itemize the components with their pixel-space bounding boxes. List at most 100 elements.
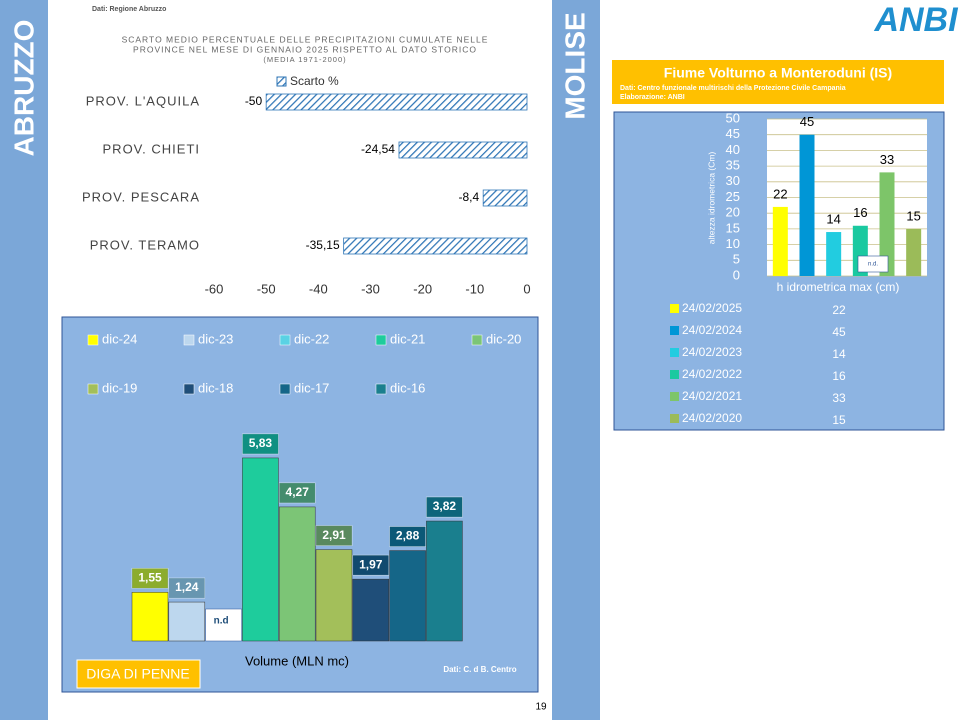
legend-label: dic-24 — [102, 331, 137, 346]
data-label: -24,54 — [361, 142, 395, 156]
legend-swatch — [279, 334, 291, 346]
y-tick-label: 50 — [726, 110, 740, 125]
legend-swatch — [87, 383, 99, 395]
chart-title: SCARTO MEDIO PERCENTUALE DELLE PRECIPITA… — [122, 34, 489, 44]
x-tick-label: -10 — [465, 281, 484, 296]
bar — [426, 520, 463, 642]
data-label: 4,27 — [286, 485, 310, 499]
label-box — [352, 554, 390, 576]
bar — [278, 506, 316, 642]
bar — [265, 93, 528, 111]
data-label: n.d — [214, 616, 229, 627]
x-tick-label: -50 — [257, 281, 276, 296]
label-box-shade — [389, 526, 426, 547]
table-value: 16 — [832, 369, 846, 383]
data-label: 14 — [826, 211, 840, 226]
bar — [826, 232, 842, 276]
label-box-shade — [168, 578, 205, 599]
bar — [389, 550, 426, 642]
table-value: 33 — [832, 391, 846, 405]
source: Dati: Regione Abruzzo — [92, 6, 166, 13]
table-value: 45 — [832, 325, 846, 339]
y-tick-label: 0 — [733, 267, 740, 282]
y-tick-label: PROV. L'AQUILA — [86, 93, 200, 108]
y-tick-label: 20 — [726, 205, 740, 220]
label-box — [426, 496, 463, 518]
data-label: 1,97 — [359, 557, 383, 571]
data-label: 45 — [800, 114, 814, 129]
label-box — [242, 433, 279, 455]
chart-subtitle: Elaborazione: ANBI — [620, 94, 685, 101]
annotation: n.d. — [868, 262, 878, 268]
legend-swatch — [183, 383, 195, 395]
legend-label: dic-23 — [198, 331, 233, 346]
x-axis-label: Volume (MLN mc) — [245, 653, 349, 668]
data-label: 16 — [853, 205, 867, 220]
legend-swatch — [276, 76, 287, 87]
data-label: 22 — [773, 186, 787, 201]
legend-label: 24/02/2024 — [682, 323, 742, 337]
logo: ANBI — [873, 1, 959, 39]
region-label: ABRUZZO — [8, 20, 39, 157]
label-box — [278, 482, 316, 504]
label-box-shade — [352, 555, 389, 576]
data-label: -8,4 — [458, 190, 479, 204]
y-tick-label: 10 — [726, 236, 740, 251]
legend-swatch — [670, 348, 679, 357]
bar — [772, 206, 788, 276]
source: Dati: C. d B. Centro — [443, 665, 516, 674]
table-value: 22 — [832, 303, 846, 317]
label-box-shade — [426, 497, 463, 518]
x-tick-label: -40 — [309, 281, 328, 296]
legend-swatch — [375, 383, 387, 395]
legend-label: dic-22 — [294, 331, 329, 346]
label-box-shade — [279, 482, 316, 503]
legend-label: 24/02/2020 — [682, 411, 742, 425]
legend-swatch — [670, 326, 679, 335]
y-tick-label: PROV. PESCARA — [82, 189, 200, 204]
data-label: -35,15 — [306, 238, 340, 252]
title-box — [76, 659, 201, 689]
data-label: 3,82 — [433, 499, 457, 513]
label-box-shade — [316, 525, 352, 546]
bar — [879, 172, 895, 276]
legend-swatch — [471, 334, 483, 346]
bar — [343, 237, 528, 255]
label-box-shade — [132, 568, 168, 589]
table-value: 14 — [832, 347, 846, 361]
y-tick-label: 25 — [726, 189, 740, 204]
legend-label: Scarto % — [290, 74, 339, 88]
sidebar — [552, 0, 600, 720]
legend-label: 24/02/2022 — [682, 367, 742, 381]
data-label: 15 — [906, 208, 920, 223]
chart-subtitle: Dati: Centro funzionale multirischi dell… — [620, 85, 846, 92]
label-box — [168, 577, 206, 599]
legend-swatch — [375, 334, 387, 346]
legend-swatch — [279, 383, 291, 395]
bar — [799, 134, 815, 276]
legend-label: 24/02/2023 — [682, 345, 742, 359]
legend-label: 24/02/2021 — [682, 389, 742, 403]
annotation-box — [857, 255, 889, 273]
data-label: 1,24 — [175, 580, 199, 594]
y-tick-label: 35 — [726, 158, 740, 173]
region-label: MOLISE — [559, 12, 590, 119]
data-label: 2,91 — [322, 528, 346, 542]
page-number: 19 — [535, 702, 547, 713]
data-label: 5,83 — [249, 436, 273, 450]
label-box — [389, 526, 426, 547]
data-label: 1,55 — [138, 571, 162, 585]
label-box — [131, 568, 169, 589]
x-tick-label: -20 — [413, 281, 432, 296]
table-value: 15 — [832, 413, 846, 427]
legend-label: dic-16 — [390, 380, 425, 395]
data-label: -50 — [245, 94, 263, 108]
y-tick-label: PROV. TERAMO — [90, 237, 200, 252]
chart-title: DIGA DI PENNE — [86, 666, 189, 682]
na-box — [205, 608, 242, 642]
legend-swatch — [87, 334, 99, 346]
x-axis-label: h idrometrica max (cm) — [777, 280, 900, 294]
y-tick-label: 30 — [726, 173, 740, 188]
bar — [131, 592, 169, 642]
